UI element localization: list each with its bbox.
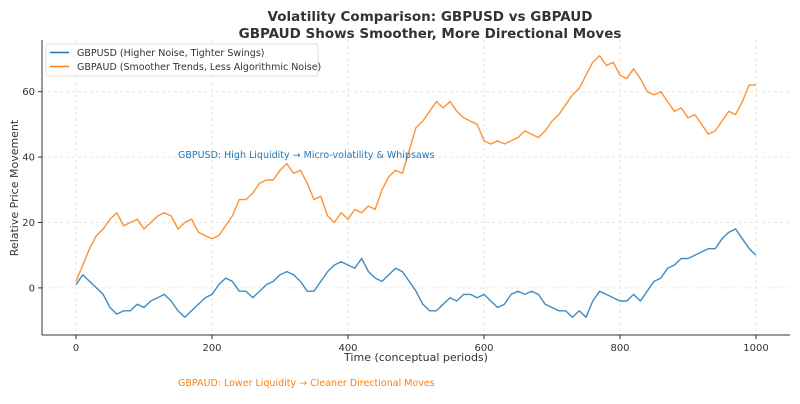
x-ticks: 0 200 400 600 800 1000 xyxy=(73,335,769,354)
legend-box xyxy=(45,43,319,77)
grid xyxy=(42,40,790,335)
chart-title: Volatility Comparison: GBPUSD vs GBPAUD xyxy=(268,9,593,25)
annotation-gbpaud: GBPAUD: Lower Liquidity → Cleaner Direct… xyxy=(178,378,435,389)
series-lines xyxy=(75,55,757,318)
legend-label-gbpaud: GBPAUD (Smoother Trends, Less Algorithmi… xyxy=(77,62,321,73)
chart-subtitle: GBPAUD Shows Smoother, More Directional … xyxy=(239,26,622,42)
x-tick-label: 400 xyxy=(338,343,357,354)
x-tick-label: 600 xyxy=(474,343,493,354)
y-tick-label: 20 xyxy=(22,218,35,229)
x-axis-label: Time (conceptual periods) xyxy=(343,351,488,364)
y-tick-label: 60 xyxy=(22,87,35,98)
legend: GBPUSD (Higher Noise, Tighter Swings) GB… xyxy=(45,43,321,77)
y-ticks: 0 20 40 60 xyxy=(22,87,42,294)
y-axis-label: Relative Price Movement xyxy=(8,119,21,256)
y-tick-label: 0 xyxy=(29,283,35,294)
series-line-gbpusd xyxy=(75,228,757,318)
x-tick-label: 0 xyxy=(73,343,79,354)
legend-label-gbpusd: GBPUSD (Higher Noise, Tighter Swings) xyxy=(77,48,264,59)
y-tick-label: 40 xyxy=(22,153,35,164)
annotation-gbpusd: GBPUSD: High Liquidity → Micro-volatilit… xyxy=(178,150,434,161)
series-line-gbpaud xyxy=(75,55,756,282)
x-tick-label: 800 xyxy=(610,343,629,354)
x-tick-label: 1000 xyxy=(743,343,768,354)
x-tick-label: 200 xyxy=(202,343,221,354)
